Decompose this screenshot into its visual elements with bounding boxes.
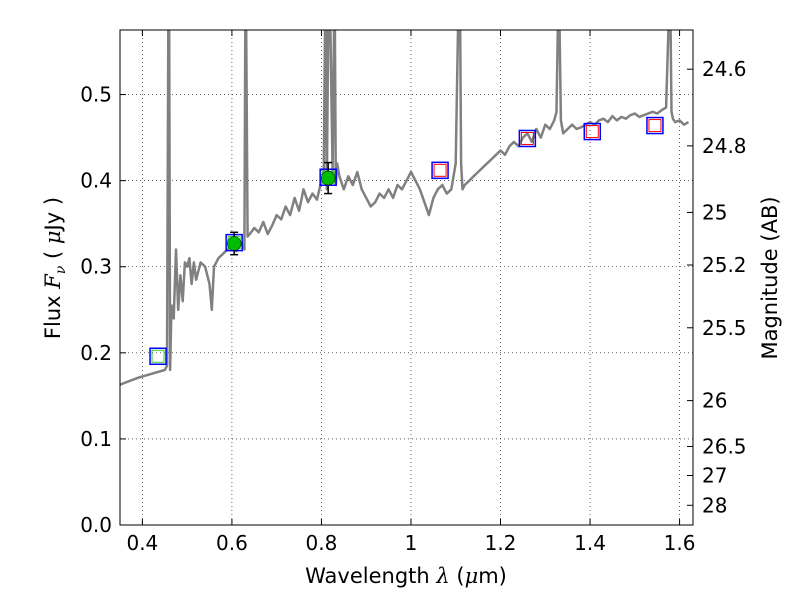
x-tick-label: 1.2 xyxy=(485,531,517,555)
axis-ticks: 0.4 0.6 0.8 1 1.2 1.4 1.6 0.0 0.1 0.2 0.3 0.4 0.5 24.… xyxy=(80,30,747,555)
x-tick-label: 1.4 xyxy=(574,531,606,555)
model-band-marker xyxy=(646,116,664,135)
model-band-inner xyxy=(151,349,165,363)
right-tick-label: 27 xyxy=(702,464,727,488)
observed-point xyxy=(226,236,242,251)
model-band-inner xyxy=(433,163,447,177)
x-tick-label: 1 xyxy=(405,531,418,555)
y-tick-label: 0.3 xyxy=(80,255,112,279)
spectrum-series xyxy=(120,30,690,386)
x-tick-label: 0.6 xyxy=(216,531,248,555)
right-tick-label: 26 xyxy=(702,389,727,413)
x-tick-label: 0.8 xyxy=(306,531,338,555)
grid xyxy=(120,30,693,526)
model-band-marker xyxy=(431,161,449,180)
right-tick-label: 25.5 xyxy=(702,316,747,340)
right-tick-label: 24.6 xyxy=(702,57,747,81)
model-band-marker xyxy=(583,122,602,141)
y-tick-label: 0.4 xyxy=(80,169,112,193)
y-right-axis-label: Magnitude (AB) xyxy=(758,196,782,359)
plot-frame xyxy=(119,29,694,526)
y-axis-label: Flux Fν ( μJy ) xyxy=(41,197,69,339)
x-tick-label: 0.4 xyxy=(126,531,158,555)
x-axis-label: Wavelength λ (μm) xyxy=(305,564,507,588)
y-tick-label: 0.5 xyxy=(80,83,112,107)
right-tick-label: 24.8 xyxy=(702,134,747,158)
right-tick-label: 25 xyxy=(702,200,727,224)
spectrum-line xyxy=(120,30,690,386)
model-band-inner xyxy=(648,119,662,133)
observed-point xyxy=(320,170,336,186)
right-tick-label: 28 xyxy=(702,493,727,517)
model-band-marker xyxy=(149,347,167,366)
x-tick-label: 1.6 xyxy=(664,531,696,555)
photometry-markers xyxy=(149,116,664,366)
y-tick-label: 0.0 xyxy=(80,513,112,537)
right-tick-label: 26.5 xyxy=(702,434,747,458)
right-tick-label: 25.2 xyxy=(702,253,747,277)
y-tick-label: 0.1 xyxy=(80,427,112,451)
model-band-inner xyxy=(520,131,534,145)
y-tick-label: 0.2 xyxy=(80,341,112,365)
model-band-marker xyxy=(518,129,537,148)
model-band-inner xyxy=(585,125,599,139)
